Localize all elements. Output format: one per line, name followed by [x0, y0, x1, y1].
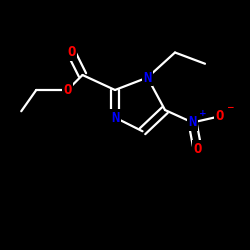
Text: O: O	[193, 142, 202, 156]
Text: O: O	[67, 46, 76, 60]
Text: −: −	[226, 103, 234, 112]
Text: O: O	[216, 109, 224, 123]
Text: N: N	[188, 116, 197, 130]
Text: N: N	[111, 110, 119, 124]
Text: +: +	[199, 109, 206, 118]
Text: N: N	[143, 70, 152, 85]
Text: O: O	[63, 83, 72, 97]
